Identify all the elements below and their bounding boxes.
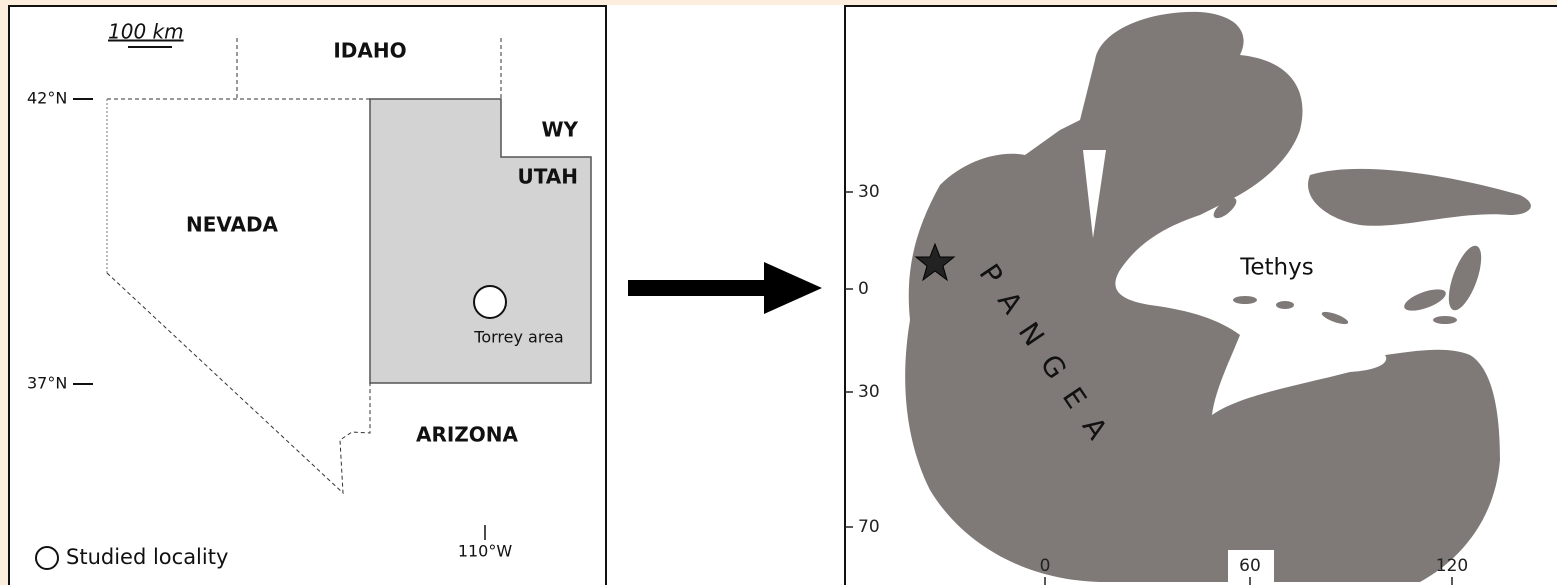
right-frame	[844, 5, 1557, 585]
axis-label: 0	[1040, 556, 1051, 576]
legend-marker	[35, 546, 59, 570]
state-label: WY	[541, 118, 578, 142]
latitude-label: 42°N	[27, 89, 67, 108]
island	[1321, 311, 1349, 325]
axes: 30 0 30 70 0 60 120	[845, 182, 1468, 585]
continent	[905, 11, 1500, 582]
island	[1213, 197, 1237, 219]
landmass	[1308, 168, 1531, 226]
left-map: 100 km IDAHO WY UTAH NEVADA ARIZONA 42°N…	[27, 20, 592, 570]
axis-label: 30	[858, 182, 880, 202]
axis-label: 30	[858, 382, 880, 402]
longitude-label: 110°W	[458, 542, 513, 561]
axis-label: 0	[858, 279, 869, 299]
legend-label: Studied locality	[66, 545, 228, 569]
state-label: NEVADA	[186, 213, 279, 237]
state-label: UTAH	[517, 165, 578, 189]
arrow-shaft	[628, 280, 768, 296]
latitude-label: 37°N	[27, 374, 67, 393]
sea-label: Tethys	[1239, 255, 1313, 281]
island	[1276, 301, 1294, 309]
border	[106, 272, 371, 495]
axis-label: 120	[1436, 556, 1468, 576]
scale-label: 100 km	[108, 20, 184, 44]
axis-label: 70	[858, 517, 880, 537]
right-map: Tethys PANGEA	[905, 11, 1531, 585]
island	[1404, 289, 1446, 311]
state-label: IDAHO	[333, 39, 406, 63]
site-label: Torrey area	[473, 328, 563, 347]
axis-label: 60	[1239, 556, 1261, 576]
sea-inlet	[1240, 335, 1369, 378]
site-star	[914, 242, 956, 282]
island	[1448, 245, 1482, 311]
island	[1233, 296, 1257, 304]
label-patch	[1228, 550, 1274, 585]
arrow-head	[764, 262, 822, 314]
left-frame	[8, 5, 607, 585]
site-marker	[473, 285, 507, 319]
gulf	[1083, 150, 1106, 238]
island	[1433, 316, 1457, 324]
state-label: ARIZONA	[416, 423, 519, 447]
